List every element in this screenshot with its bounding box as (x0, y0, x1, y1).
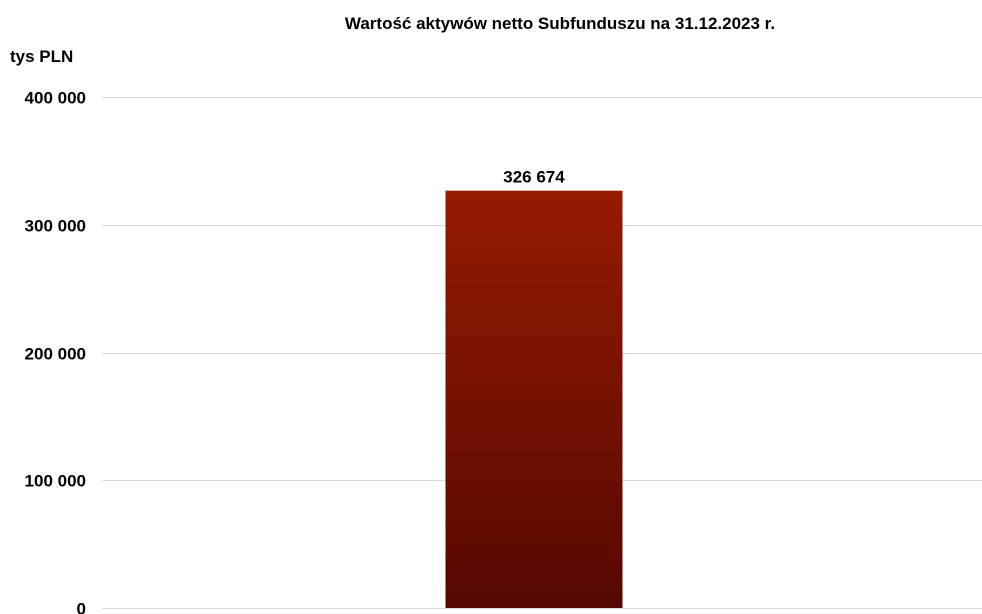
y-tick-label: 200 000 (25, 345, 86, 364)
bar-value-label: 326 674 (503, 168, 565, 187)
bar (445, 190, 623, 609)
y-tick-label: 0 (77, 600, 86, 614)
y-axis-ticks: 0 100 000 200 000 300 000 400 000 (25, 89, 86, 614)
y-tick-label: 100 000 (25, 472, 86, 491)
y-tick-label: 300 000 (25, 217, 86, 236)
data-labels: 326 674 (503, 168, 565, 187)
y-axis-label: tys PLN (10, 47, 73, 66)
chart-title: Wartość aktywów netto Subfunduszu na 31.… (345, 14, 775, 33)
bars (445, 190, 623, 609)
y-tick-label: 400 000 (25, 89, 86, 108)
